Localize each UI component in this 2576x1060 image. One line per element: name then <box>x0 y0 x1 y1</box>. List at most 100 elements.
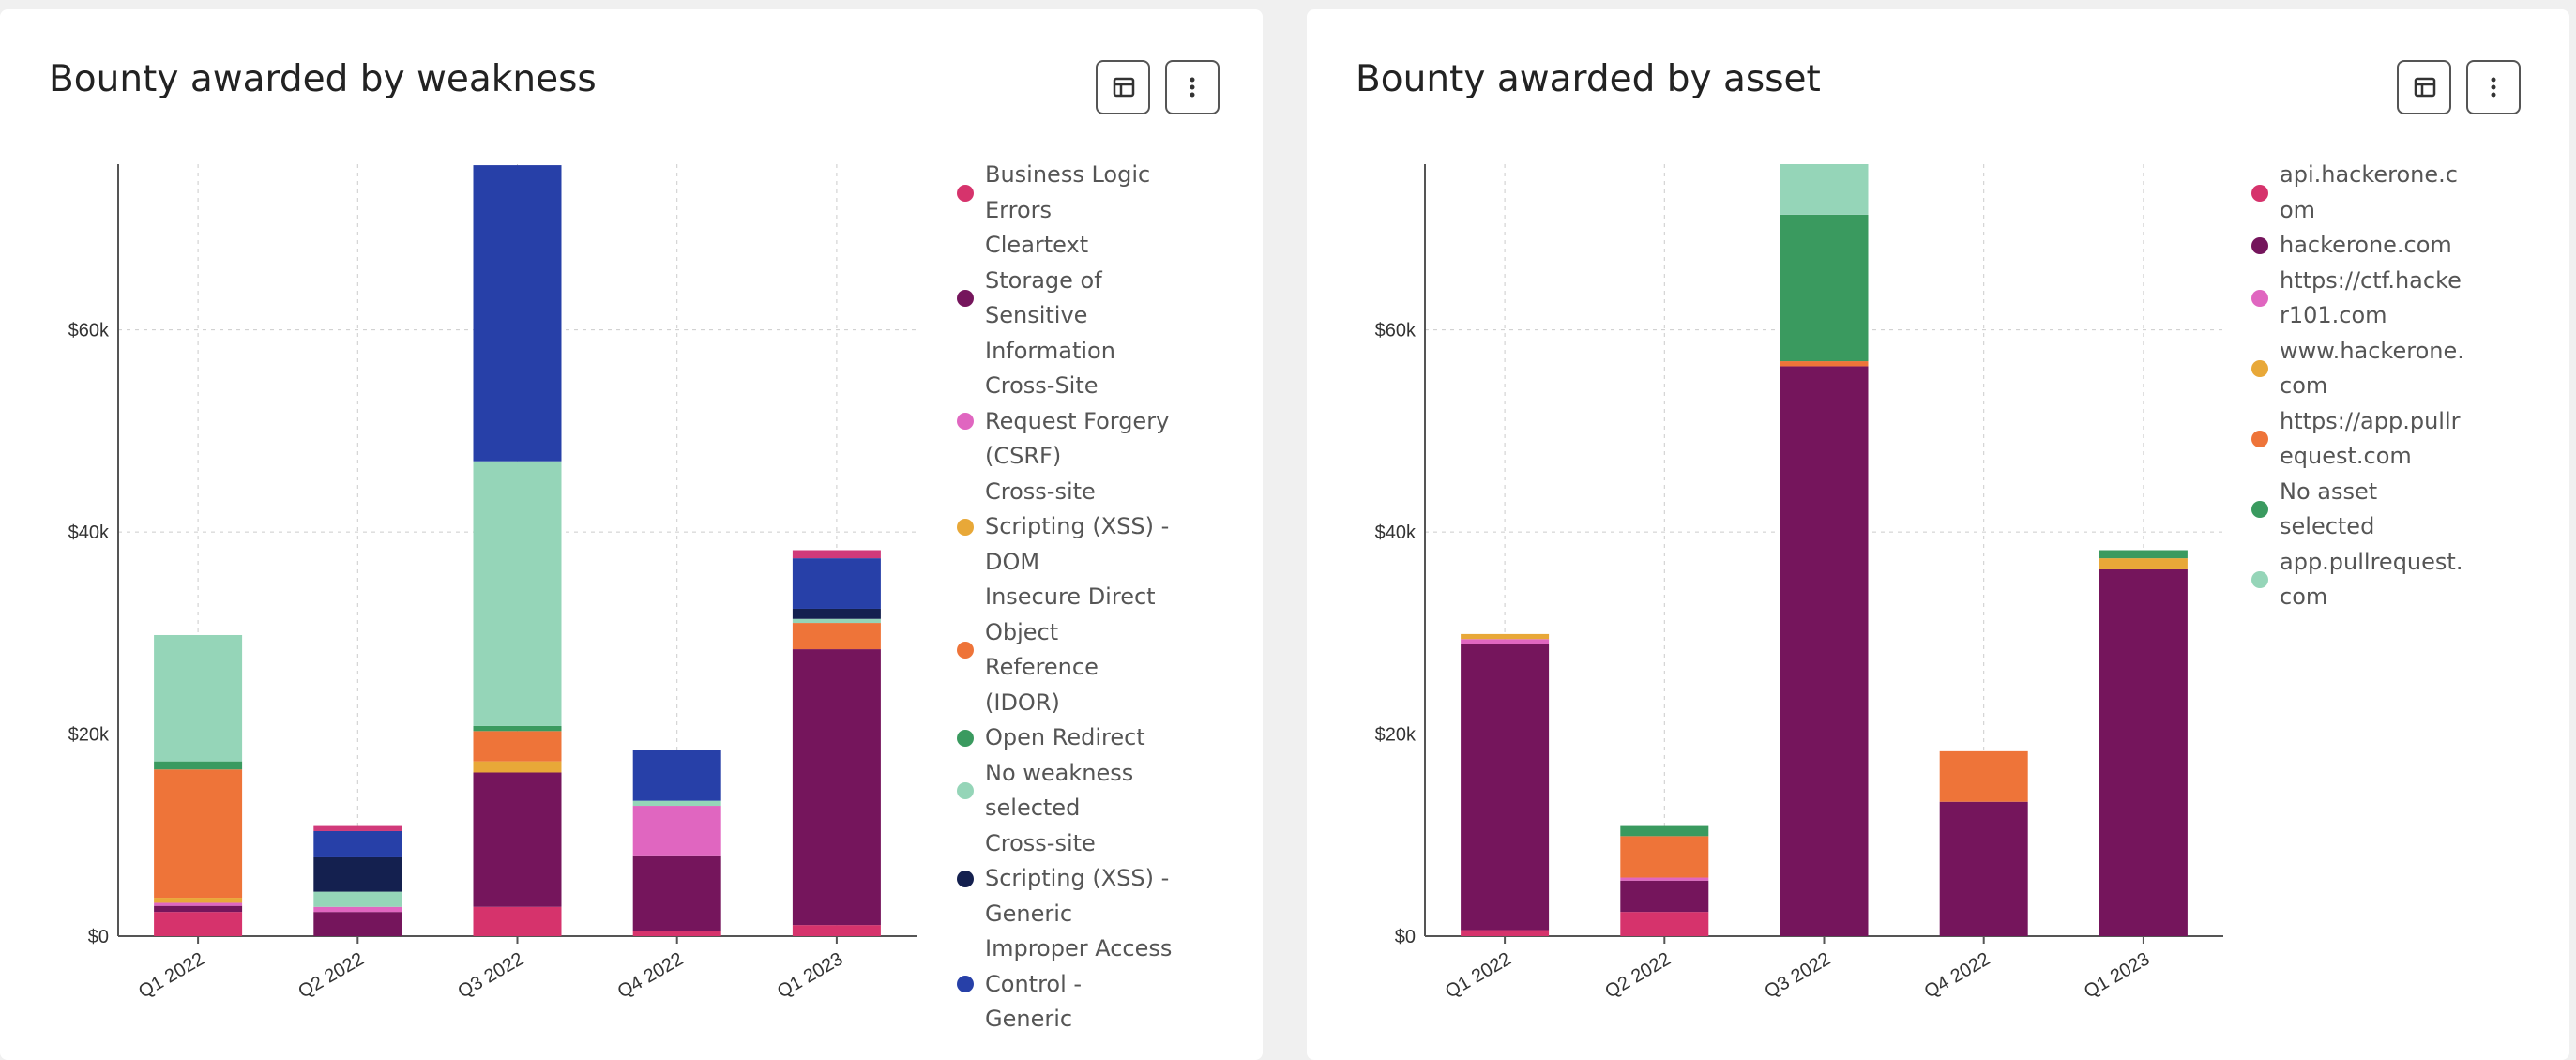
bar-segment <box>1620 877 1709 881</box>
y-tick-label: $60k <box>68 321 110 341</box>
bar-segment <box>792 925 881 936</box>
legend-label: Improper Access Control - Generic <box>985 935 1173 1027</box>
bar-segment <box>1620 825 1709 837</box>
bar-segment <box>2099 550 2188 559</box>
bar-segment <box>632 806 721 856</box>
y-tick-label: $40k <box>68 522 110 543</box>
legend-swatch <box>957 976 974 993</box>
bar-segment <box>2099 558 2188 569</box>
menu-icon <box>1190 77 1195 98</box>
legend-swatch <box>957 413 974 431</box>
legend-item: Open Redirect <box>957 720 1173 756</box>
legend-label: Cross-site Scripting (XSS) - Generic <box>985 829 1170 927</box>
bar-segment <box>154 769 243 899</box>
legend-label: No weakness selected <box>985 759 1134 822</box>
legend-item: api.hackerone.com <box>2251 158 2467 228</box>
legend-item: Cross-site Scripting (XSS) - DOM <box>957 475 1173 581</box>
x-tick-label: Q4 2022 <box>1921 948 1993 1002</box>
table-button[interactable] <box>2397 60 2451 114</box>
legend-item: Cross-Site Request Forgery (CSRF) <box>957 369 1173 475</box>
legend-swatch <box>2251 290 2268 307</box>
legend: Business Logic Errors Cleartext Storage o… <box>957 158 1173 1027</box>
y-tick-label: $40k <box>1375 522 1417 543</box>
legend-swatch <box>2251 501 2268 518</box>
bar-segment <box>154 761 243 770</box>
bar-segment <box>313 830 402 857</box>
bar-segment <box>154 902 243 906</box>
legend-label: Insecure Direct Object Reference (IDOR) <box>985 583 1156 716</box>
bar-segment <box>632 855 721 931</box>
legend-item: www.hackerone.com <box>2251 334 2467 404</box>
legend-label: Business Logic Errors <box>985 161 1151 223</box>
y-tick-label: $60k <box>1375 321 1417 341</box>
bar-segment <box>1780 361 1869 367</box>
x-tick-label: Q2 2022 <box>1601 948 1674 1002</box>
legend-item: Improper Access Control - Generic <box>957 931 1173 1027</box>
bar-segment <box>313 912 402 936</box>
menu-icon <box>2491 77 2496 98</box>
legend-swatch <box>2251 571 2268 588</box>
x-tick-label: Q3 2022 <box>1762 948 1834 1002</box>
legend-item: Cleartext Storage of Sensitive Informati… <box>957 228 1173 369</box>
legend-label: www.hackerone.com <box>2280 337 2464 400</box>
legend-swatch <box>957 729 974 747</box>
bar-segment <box>792 550 881 559</box>
legend-label: https://ctf.hacker101.com <box>2280 266 2462 329</box>
legend-item: https://app.pullrequest.com <box>2251 404 2467 475</box>
legend-item: Business Logic Errors <box>957 158 1173 228</box>
legend-label: No asset selected <box>2280 477 2378 540</box>
x-tick-label: Q1 2023 <box>2081 948 2153 1002</box>
bar-segment <box>473 725 562 732</box>
legend: api.hackerone.com hackerone.com https://ct… <box>2251 158 2467 1027</box>
bar-segment <box>154 912 243 936</box>
bar-segment <box>792 623 881 650</box>
legend-item: Insecure Direct Object Reference (IDOR) <box>957 580 1173 720</box>
bar-segment <box>2099 568 2188 936</box>
chart-title: Bounty awarded by weakness <box>49 58 597 100</box>
bar-segment <box>473 165 562 462</box>
legend-item: app.pullrequest.com <box>2251 545 2467 615</box>
card: Bounty awarded by weakness $0 $20k $40k $60… <box>0 9 1263 1060</box>
bar-segment <box>313 906 402 913</box>
legend-swatch <box>2251 236 2268 254</box>
bar-segment <box>1461 644 1550 931</box>
menu-button[interactable] <box>1165 60 1220 114</box>
legend-item: No weakness selected <box>957 756 1173 826</box>
table-icon <box>2414 77 2436 98</box>
table-icon <box>1113 77 1135 98</box>
bar-segment <box>313 891 402 907</box>
menu-button[interactable] <box>2466 60 2521 114</box>
bar-segment <box>632 750 721 801</box>
x-tick-label: Q1 2023 <box>774 948 846 1002</box>
legend-label: Cross-Site Request Forgery (CSRF) <box>985 372 1170 469</box>
legend-label: Cleartext Storage of Sensitive Informati… <box>985 232 1115 364</box>
x-tick-label: Q1 2022 <box>135 948 207 1002</box>
bar-segment <box>1780 366 1869 936</box>
legend-label: Open Redirect <box>985 724 1145 750</box>
bar-segment <box>792 608 881 619</box>
legend-swatch <box>2251 360 2268 377</box>
bar-segment <box>792 649 881 926</box>
bar-segment <box>313 856 402 892</box>
legend-item: https://ctf.hacker101.com <box>2251 264 2467 334</box>
y-tick-label: $20k <box>68 725 110 746</box>
bar-segment <box>1620 880 1709 913</box>
bar-segment <box>632 931 721 936</box>
legend-label: api.hackerone.com <box>2280 161 2458 223</box>
bar-segment <box>1780 164 1869 215</box>
bar-segment <box>473 731 562 762</box>
bar-segment <box>1939 750 2028 802</box>
legend-swatch <box>2251 431 2268 447</box>
x-tick-label: Q4 2022 <box>614 948 687 1002</box>
table-button[interactable] <box>1096 60 1150 114</box>
bar-segment <box>792 618 881 624</box>
legend-label: hackerone.com <box>2280 232 2452 258</box>
legend-swatch <box>957 518 974 536</box>
legend-swatch <box>957 184 974 202</box>
y-tick-label: $0 <box>88 927 109 947</box>
legend-swatch <box>957 782 974 799</box>
bar-segment <box>1620 912 1709 936</box>
legend-label: app.pullrequest.com <box>2280 548 2463 611</box>
card: Bounty awarded by asset $0 $20k $40k $60k Q1… <box>1307 9 2569 1060</box>
